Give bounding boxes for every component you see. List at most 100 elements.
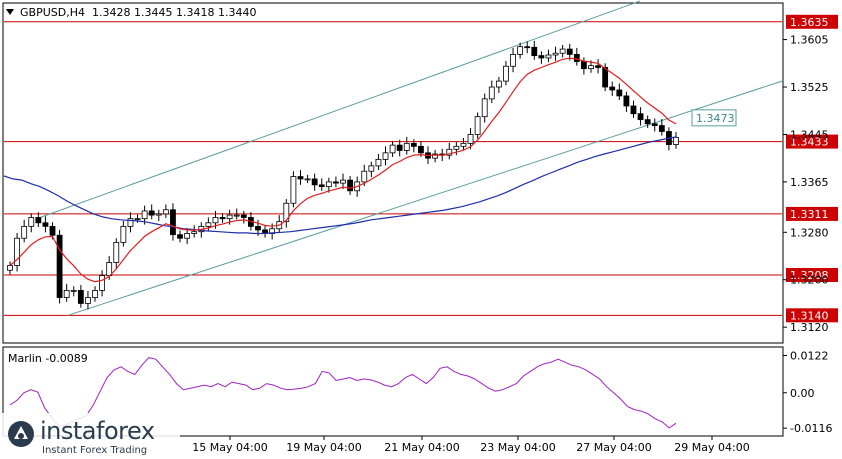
- candle-body: [609, 86, 616, 91]
- oscillator-panel-border: [2, 346, 784, 437]
- candle-body: [106, 262, 113, 276]
- candle-body: [311, 178, 318, 186]
- candle-body: [637, 113, 644, 121]
- candle-body: [134, 218, 141, 221]
- candle-body: [588, 65, 594, 70]
- candle-body: [318, 184, 325, 188]
- candle-body: [85, 297, 91, 304]
- candle-body: [616, 89, 623, 97]
- candle-body: [481, 98, 488, 118]
- candle-body: [170, 209, 176, 236]
- candle-body: [673, 137, 679, 145]
- candle-body: [184, 233, 191, 239]
- watermark-tagline: Instant Forex Trading: [42, 445, 148, 456]
- y-tick-label: 1.3200: [790, 274, 829, 287]
- y-tick-label: 1.3120: [790, 321, 829, 334]
- candle-body: [42, 222, 49, 227]
- osc-tick-label: 0.00: [790, 387, 815, 400]
- candle-body: [488, 86, 495, 100]
- x-tick-label: 15 May 04:00: [192, 441, 267, 454]
- candle-body: [99, 275, 106, 291]
- watermark-brand: instaforex: [40, 417, 155, 445]
- candle-body: [283, 202, 290, 223]
- y-tick-label: 1.3525: [790, 81, 829, 94]
- x-tick-label: 29 May 04:00: [674, 441, 749, 454]
- moving-average-blue-line: [3, 136, 677, 235]
- channel-value-label: 1.3473: [696, 112, 735, 125]
- candle-body: [602, 67, 609, 88]
- level-price-label: 1.3635: [790, 16, 829, 29]
- candle-body: [432, 153, 439, 159]
- candle-body: [7, 265, 13, 271]
- candle-body: [120, 225, 127, 243]
- candle-body: [49, 225, 56, 236]
- level-price-label: 1.3208: [790, 269, 829, 282]
- main-panel-border: [2, 2, 784, 344]
- candle-body: [503, 65, 509, 82]
- level-price-label: 1.3140: [790, 309, 829, 322]
- candle-body: [162, 209, 169, 215]
- candle-body: [63, 290, 70, 298]
- candle-body: [524, 46, 531, 49]
- channel-value-box: [691, 109, 737, 127]
- instaforex-logo-icon: [8, 421, 34, 447]
- candle-body: [382, 152, 389, 160]
- x-tick-label: 27 May 04:00: [576, 441, 651, 454]
- candle-body: [559, 48, 566, 54]
- candle-body: [538, 55, 545, 59]
- candle-body: [446, 148, 453, 156]
- horizontal-levels: 1.3635 1.3433 1.3311 1.3208 1.3140: [4, 14, 838, 323]
- candle-body: [127, 218, 134, 227]
- candles: [7, 40, 679, 310]
- channel-upper-line: [39, 0, 641, 218]
- moving-average-red-line: [9, 57, 677, 283]
- candle-body: [255, 225, 261, 231]
- candle-body: [495, 80, 502, 88]
- candle-body: [651, 123, 658, 126]
- candle-body: [304, 178, 311, 181]
- marlin-line: [9, 357, 677, 429]
- time-axis-ticks: 15 May 04:00 19 May 04:00 21 May 04:00 23 M…: [192, 436, 750, 454]
- level-price-tag: [786, 14, 838, 29]
- candle-body: [460, 142, 467, 147]
- y-tick-label: 1.3445: [790, 128, 829, 141]
- level-price-tag: [786, 267, 838, 282]
- candle-body: [566, 48, 573, 55]
- candle-body: [474, 116, 481, 135]
- level-price-tag: [786, 206, 838, 221]
- candle-body: [644, 119, 651, 125]
- y-tick-label: 1.3280: [790, 226, 829, 239]
- osc-tick-label: -0.0116: [790, 422, 832, 435]
- price-axis-ticks: 1.3605 1.3525 1.3445 1.3365 1.3280 1.3200 1.31…: [783, 34, 829, 334]
- candle-body: [212, 217, 219, 224]
- candle-body: [148, 210, 155, 216]
- candle-body: [403, 142, 410, 151]
- x-tick-label: 19 May 04:00: [286, 441, 361, 454]
- candle-body: [28, 217, 35, 227]
- candle-body: [56, 234, 63, 298]
- y-tick-label: 1.3365: [790, 176, 829, 189]
- level-price-label: 1.3433: [790, 136, 829, 149]
- candle-body: [233, 214, 240, 217]
- candle-body: [531, 46, 538, 56]
- candle-body: [297, 176, 304, 180]
- candle-body: [333, 181, 339, 184]
- candle-body: [347, 179, 353, 192]
- channel-lower-line: [67, 80, 783, 316]
- candle-body: [552, 52, 559, 56]
- candle-body: [219, 217, 226, 220]
- candle-body: [517, 46, 524, 55]
- candle-body: [545, 54, 552, 59]
- level-price-label: 1.3311: [790, 208, 829, 221]
- candle-body: [240, 214, 247, 218]
- candle-body: [21, 225, 28, 239]
- candle-body: [141, 210, 148, 220]
- candle-body: [14, 237, 20, 266]
- candle-body: [453, 145, 460, 150]
- symbol-dropdown-icon[interactable]: [6, 9, 14, 15]
- candle-body: [410, 142, 417, 147]
- candle-body: [325, 181, 332, 188]
- candle-body: [368, 165, 375, 172]
- marlin-oscillator: 0.0122 0.00 -0.0116: [9, 349, 832, 435]
- level-price-tag: [786, 134, 838, 149]
